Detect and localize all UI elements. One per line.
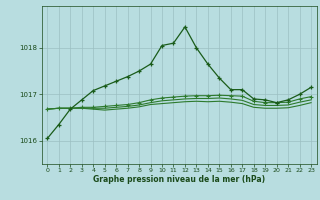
X-axis label: Graphe pression niveau de la mer (hPa): Graphe pression niveau de la mer (hPa) — [93, 175, 265, 184]
